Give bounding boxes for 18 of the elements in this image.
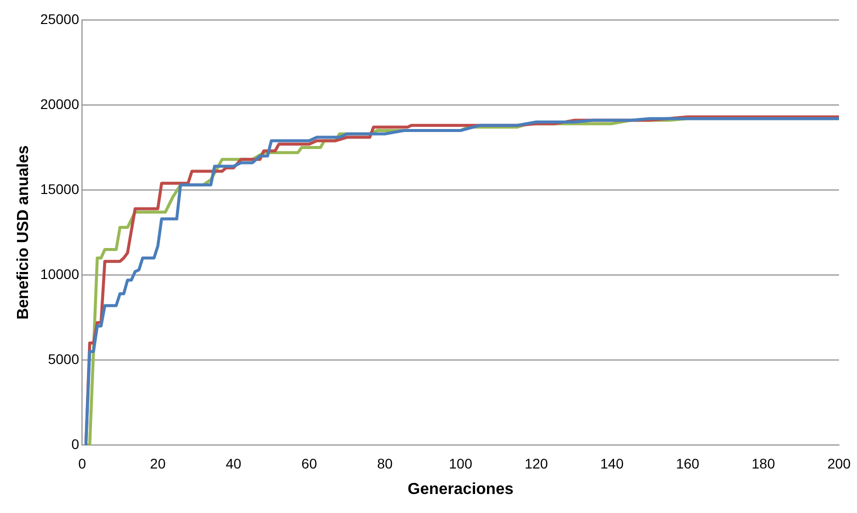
- x-tick-label: 120: [524, 455, 548, 472]
- x-tick-label: 100: [448, 455, 472, 472]
- x-tick-label: 200: [827, 455, 851, 472]
- y-tick-label: 10000: [40, 266, 80, 282]
- x-tick-label: 180: [752, 455, 776, 472]
- x-axis-title: Generaciones: [408, 480, 514, 498]
- y-tick-label: 20000: [40, 96, 80, 112]
- y-axis-title: Beneficio USD anuales: [15, 145, 32, 320]
- y-tick-label: 0: [71, 436, 80, 452]
- x-tick-label: 20: [150, 455, 166, 472]
- x-tick-label: 40: [226, 455, 242, 472]
- y-tick-label: 15000: [40, 180, 80, 197]
- x-tick-label: 160: [676, 455, 700, 472]
- x-tick-label: 60: [301, 455, 318, 472]
- y-tick-label: 5000: [48, 350, 80, 367]
- x-tick-label: 140: [600, 455, 624, 472]
- x-tick-label: 80: [377, 455, 393, 472]
- y-tick-label: 25000: [40, 10, 80, 27]
